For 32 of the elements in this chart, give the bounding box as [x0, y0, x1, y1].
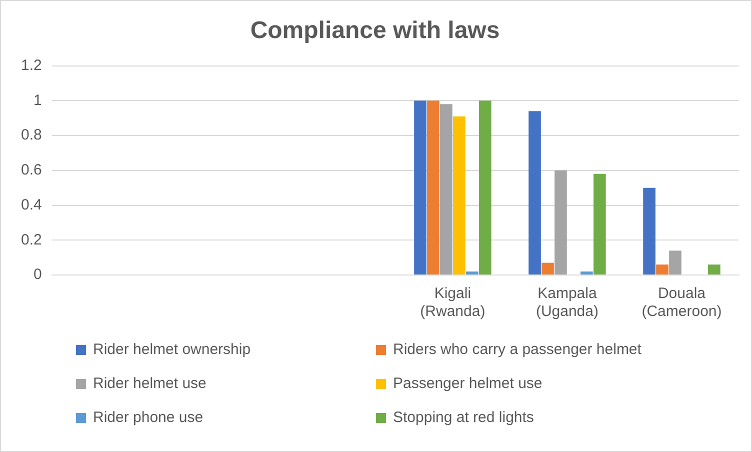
legend-label: Rider helmet ownership — [93, 341, 251, 358]
legend-label: Rider phone use — [93, 409, 204, 426]
bar — [643, 188, 656, 274]
bar — [669, 250, 682, 274]
legend-label: Stopping at red lights — [393, 409, 534, 426]
y-tick-label: 1.2 — [20, 56, 42, 74]
y-tick-label: 1 — [34, 92, 42, 109]
bar — [580, 272, 593, 274]
chart-title: Compliance with laws — [250, 17, 500, 44]
bar — [427, 100, 440, 274]
bar — [593, 174, 606, 274]
y-tick-label: 0.8 — [20, 126, 42, 144]
bar — [528, 111, 541, 274]
bar — [554, 170, 567, 274]
y-tick-label: 0.2 — [20, 231, 42, 248]
legend-label: Passenger helmet use — [393, 375, 542, 392]
y-tick-label: 0.6 — [20, 162, 42, 179]
bar — [440, 104, 452, 274]
bar — [466, 272, 478, 274]
x-tick-label: Kampala (Uganda) — [536, 285, 598, 320]
bar — [414, 100, 426, 274]
y-tick-label: 0.4 — [20, 196, 42, 214]
x-tick-label: Douala (Cameroon) — [642, 285, 722, 320]
bar — [656, 264, 668, 274]
legend-label: Riders who carry a passenger helmet — [393, 341, 642, 358]
x-tick-label: Kigali (Rwanda) — [420, 285, 486, 320]
bar — [478, 100, 492, 274]
bar — [453, 116, 466, 274]
bar — [708, 264, 720, 274]
y-tick-label: 0 — [34, 266, 42, 284]
legend-label: Rider helmet use — [93, 375, 206, 392]
bar — [542, 262, 554, 274]
